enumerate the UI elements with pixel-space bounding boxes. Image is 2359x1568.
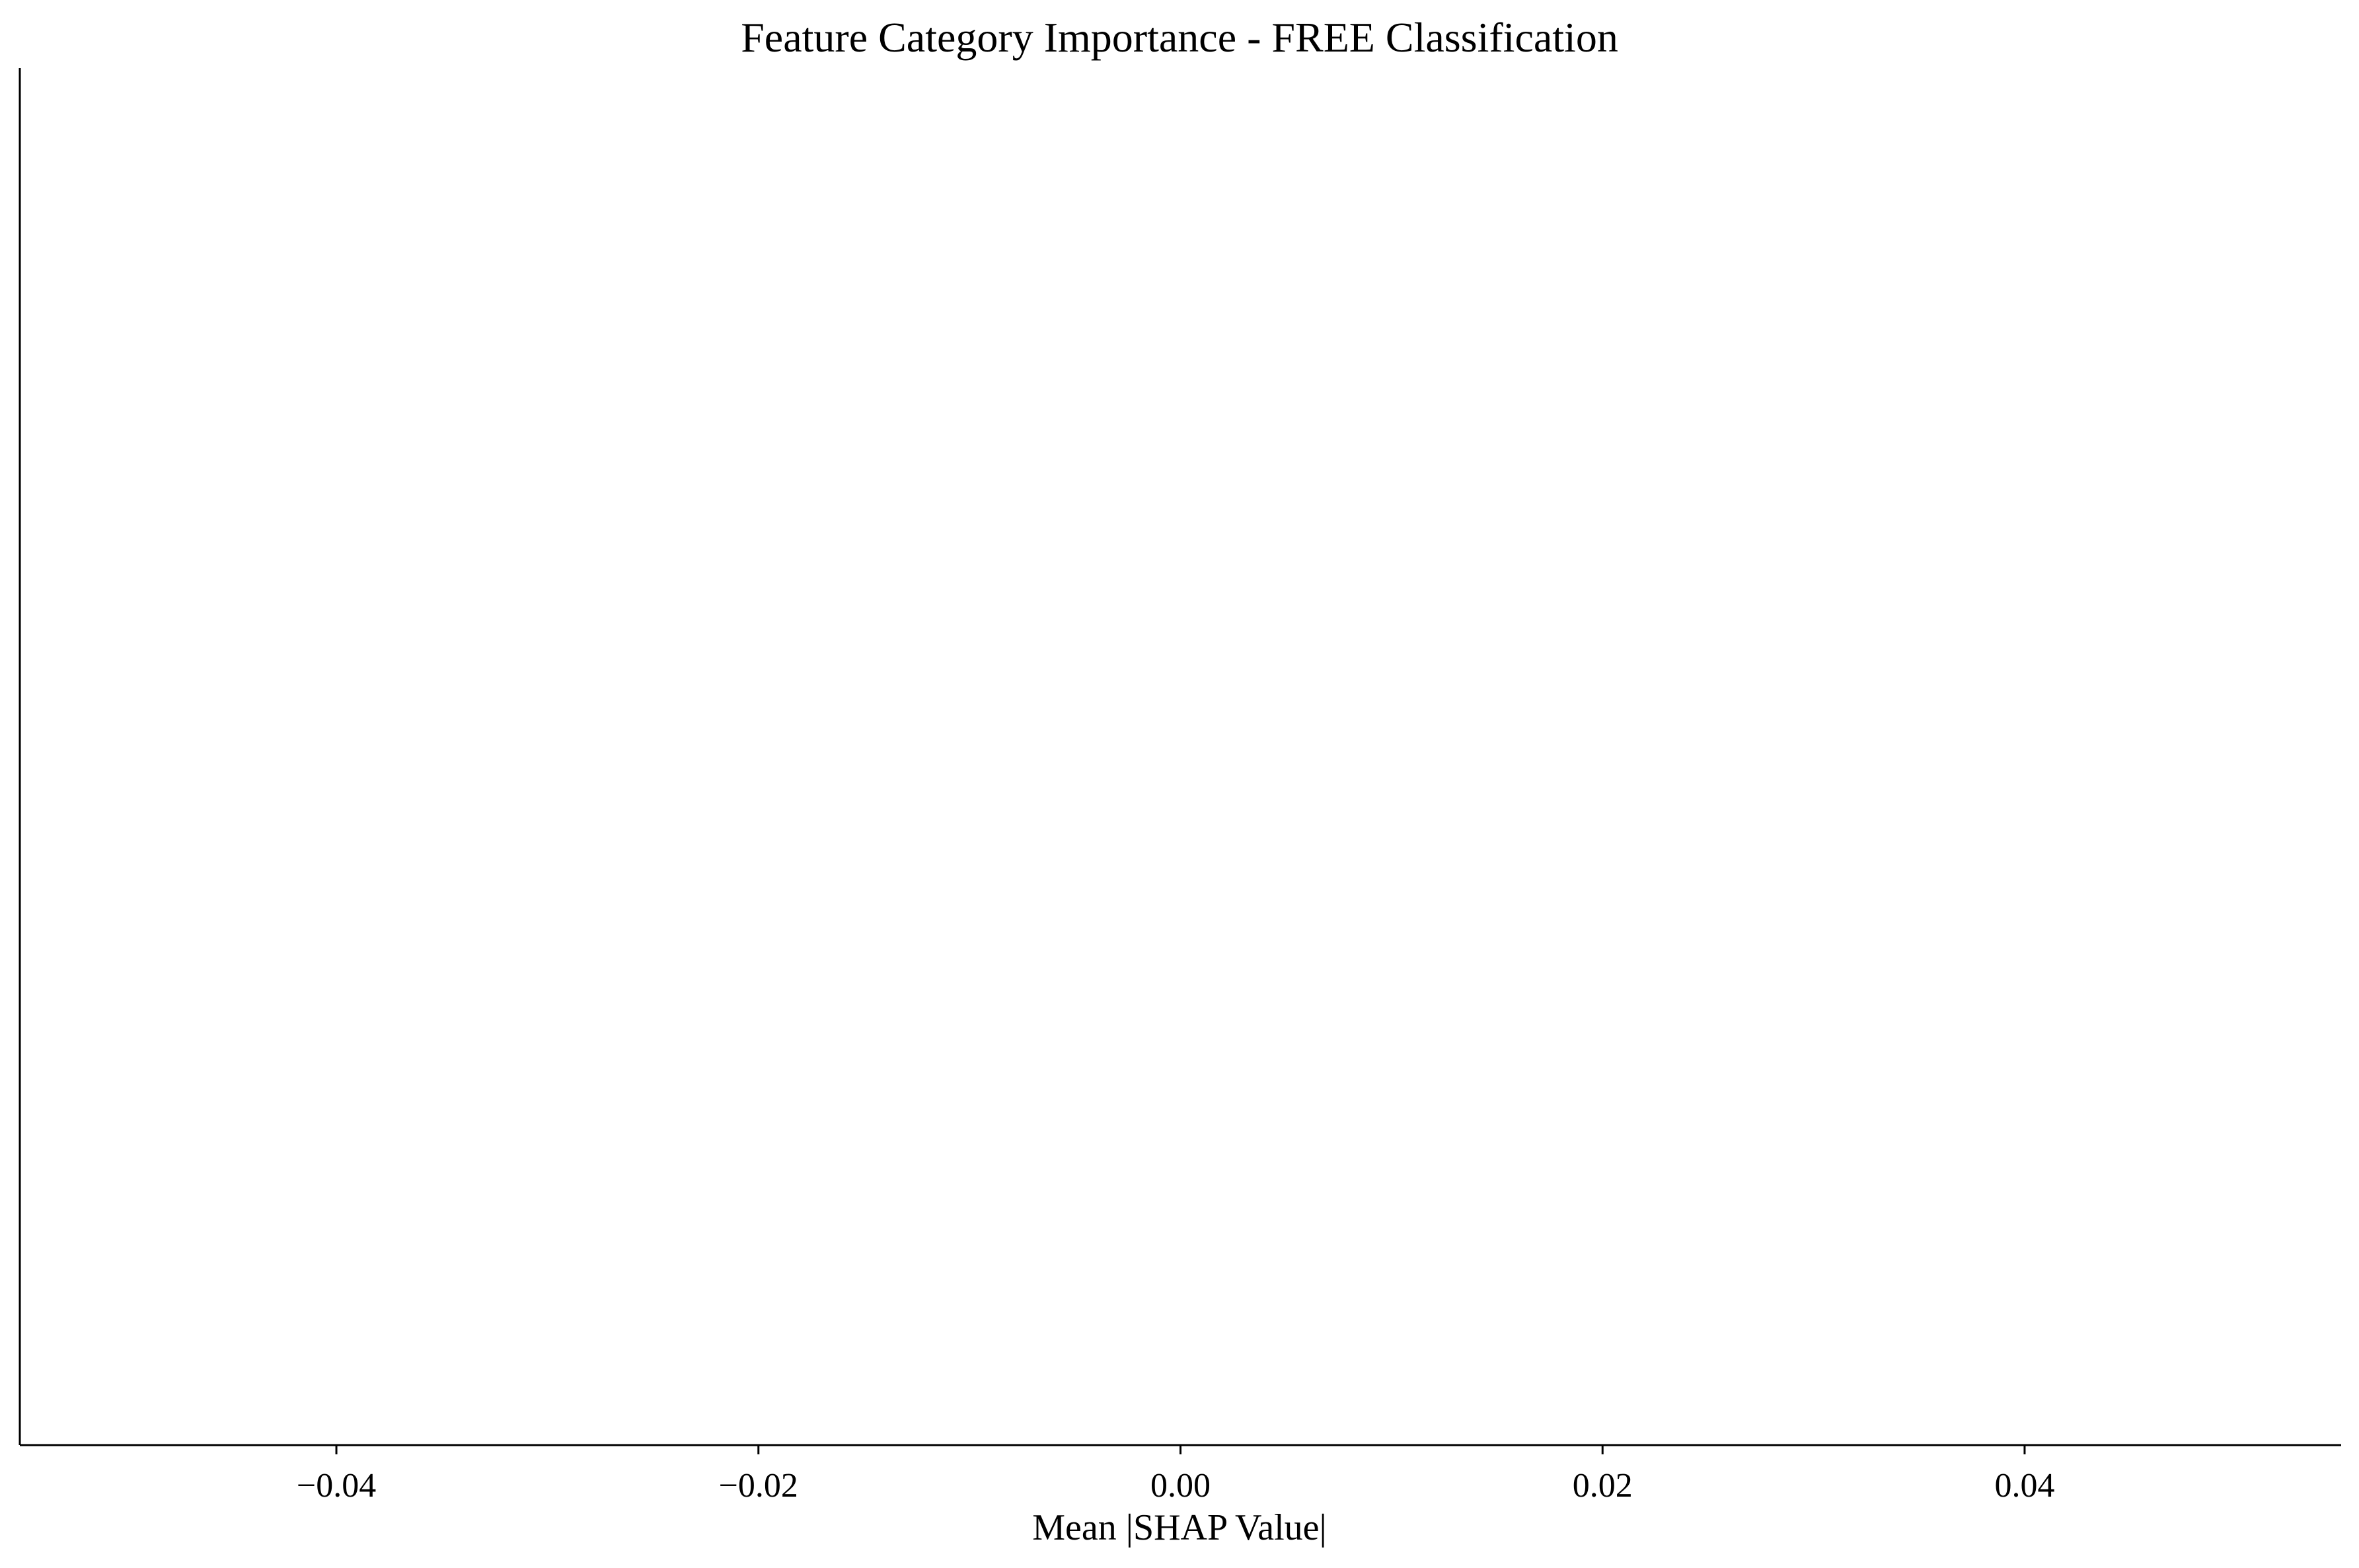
x-axis-label: Mean |SHAP Value| (1032, 1507, 1327, 1548)
x-tick-label: −0.02 (719, 1467, 798, 1505)
x-tick-label: 0.00 (1150, 1467, 1211, 1505)
x-tick-label: 0.04 (1994, 1467, 2054, 1505)
x-tick-label: −0.04 (297, 1467, 376, 1505)
x-axis-ticks: −0.04 −0.02 0.00 0.02 0.04 (297, 1445, 2054, 1505)
x-tick-label: 0.02 (1573, 1467, 1633, 1505)
chart-title: Feature Category Importance - FREE Class… (741, 14, 1618, 61)
